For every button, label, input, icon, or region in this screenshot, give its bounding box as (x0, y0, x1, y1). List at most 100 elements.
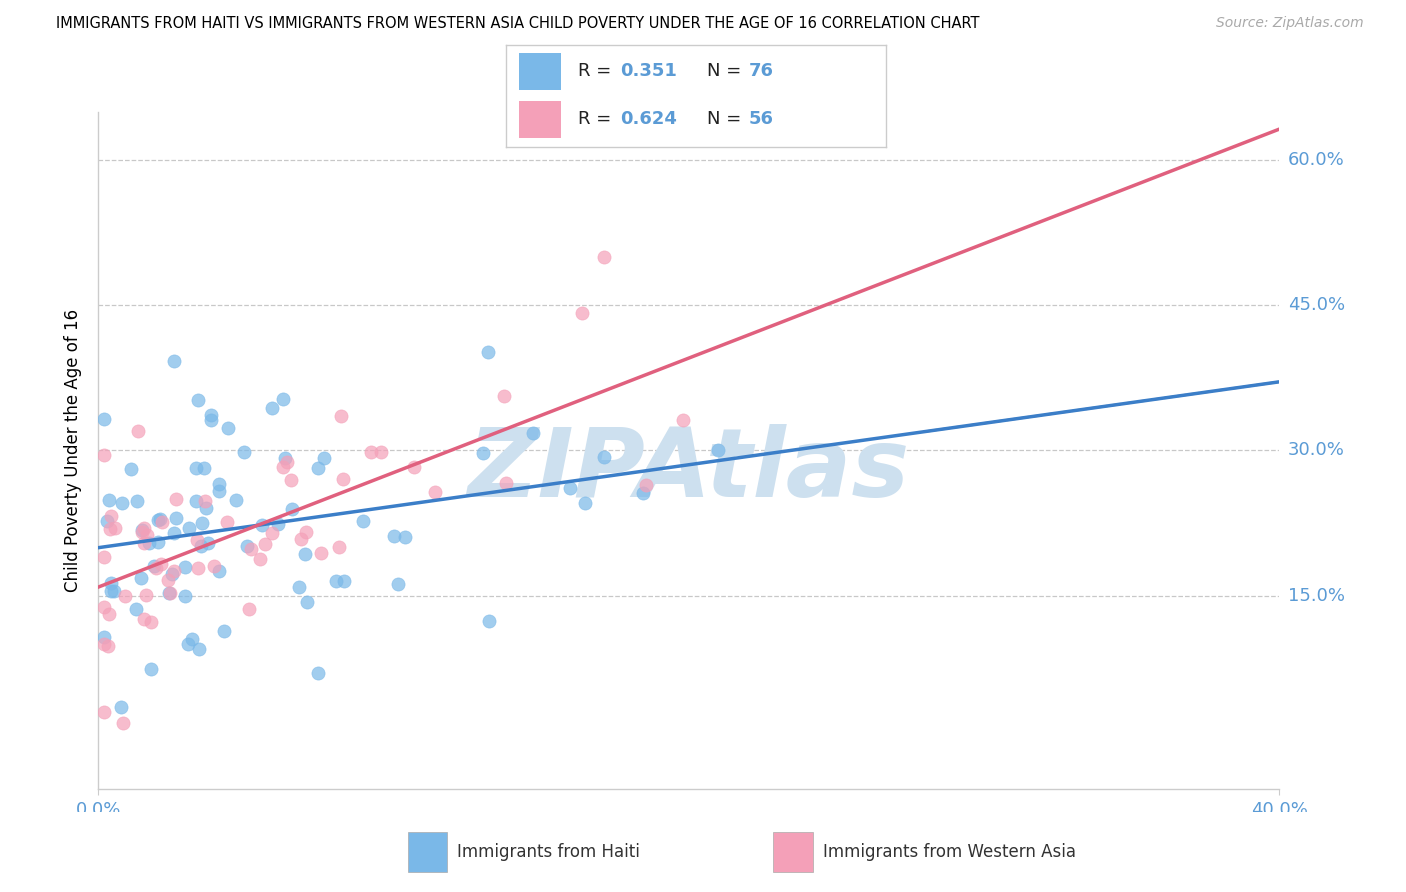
Point (593, 250, 616, 264)
Point (558, 481, 581, 495)
Point (165, 492, 187, 507)
Text: N =: N = (707, 111, 748, 128)
Point (132, 521, 155, 535)
Bar (773, 831, 813, 872)
Point (382, 529, 405, 543)
Point (387, 577, 409, 591)
Point (162, 526, 184, 541)
Point (111, 496, 134, 510)
Point (200, 409, 222, 423)
Point (157, 586, 180, 600)
Point (333, 574, 356, 588)
Point (120, 462, 142, 476)
Point (135, 588, 157, 602)
Point (163, 354, 186, 368)
Point (98, 522, 121, 536)
Point (636, 477, 658, 491)
Point (208, 477, 231, 491)
Point (494, 388, 516, 402)
Point (148, 535, 170, 549)
Point (139, 662, 162, 676)
Point (267, 516, 290, 531)
Point (177, 521, 200, 535)
Point (114, 590, 136, 604)
Bar (519, 101, 561, 138)
Point (93, 630, 115, 644)
Text: 0.351: 0.351 (620, 62, 676, 80)
Point (423, 485, 446, 500)
Point (332, 471, 354, 485)
Point (394, 530, 416, 544)
Point (150, 516, 173, 530)
Text: Immigrants from Haiti: Immigrants from Haiti (457, 843, 640, 861)
Text: 76: 76 (749, 62, 775, 80)
Point (330, 409, 353, 424)
Point (312, 450, 335, 465)
Point (522, 425, 544, 440)
Y-axis label: Child Poverty Under the Age of 16: Child Poverty Under the Age of 16 (65, 309, 83, 592)
Point (134, 535, 156, 549)
Point (274, 450, 297, 465)
Point (193, 461, 215, 475)
Point (127, 493, 149, 508)
Point (671, 413, 693, 427)
Point (138, 535, 160, 549)
Point (477, 344, 499, 359)
Point (174, 589, 197, 603)
Point (217, 421, 239, 435)
Point (281, 502, 304, 516)
Point (280, 474, 302, 488)
Point (156, 574, 179, 588)
Point (190, 539, 212, 553)
Point (239, 541, 262, 556)
Point (145, 560, 167, 574)
Text: Source: ZipAtlas.com: Source: ZipAtlas.com (1216, 16, 1364, 30)
Point (98, 607, 121, 621)
Point (328, 540, 350, 554)
Point (217, 515, 239, 529)
Point (571, 306, 593, 320)
Point (352, 515, 374, 529)
Point (262, 401, 284, 415)
Point (93, 637, 115, 651)
Point (212, 624, 235, 639)
Text: 60.0%: 60.0% (1288, 151, 1344, 169)
Point (236, 539, 259, 553)
Point (404, 460, 426, 475)
Point (249, 552, 271, 566)
Point (110, 700, 132, 714)
Point (165, 511, 187, 525)
Point (100, 576, 122, 591)
Point (186, 494, 208, 508)
Point (149, 511, 172, 525)
Point (207, 564, 229, 578)
Point (307, 461, 329, 475)
Point (290, 532, 312, 546)
Text: R =: R = (578, 62, 617, 80)
Point (162, 567, 184, 582)
Point (325, 574, 347, 588)
Point (233, 444, 256, 458)
Point (98, 493, 121, 508)
Point (176, 636, 198, 650)
Point (631, 485, 654, 500)
Point (124, 602, 146, 616)
Point (93, 600, 115, 615)
Point (104, 521, 127, 535)
Point (93, 448, 115, 462)
Point (370, 445, 392, 459)
Text: 0.624: 0.624 (620, 111, 676, 128)
Text: 56: 56 (749, 111, 775, 128)
Point (139, 615, 162, 629)
Point (288, 580, 311, 594)
Point (148, 513, 170, 527)
Point (142, 559, 165, 574)
Text: R =: R = (578, 111, 617, 128)
Point (93, 549, 115, 564)
Point (195, 501, 218, 516)
Point (294, 547, 316, 561)
Bar (519, 53, 561, 90)
Point (103, 584, 125, 599)
Point (271, 392, 294, 406)
Text: 30.0%: 30.0% (1288, 442, 1344, 459)
